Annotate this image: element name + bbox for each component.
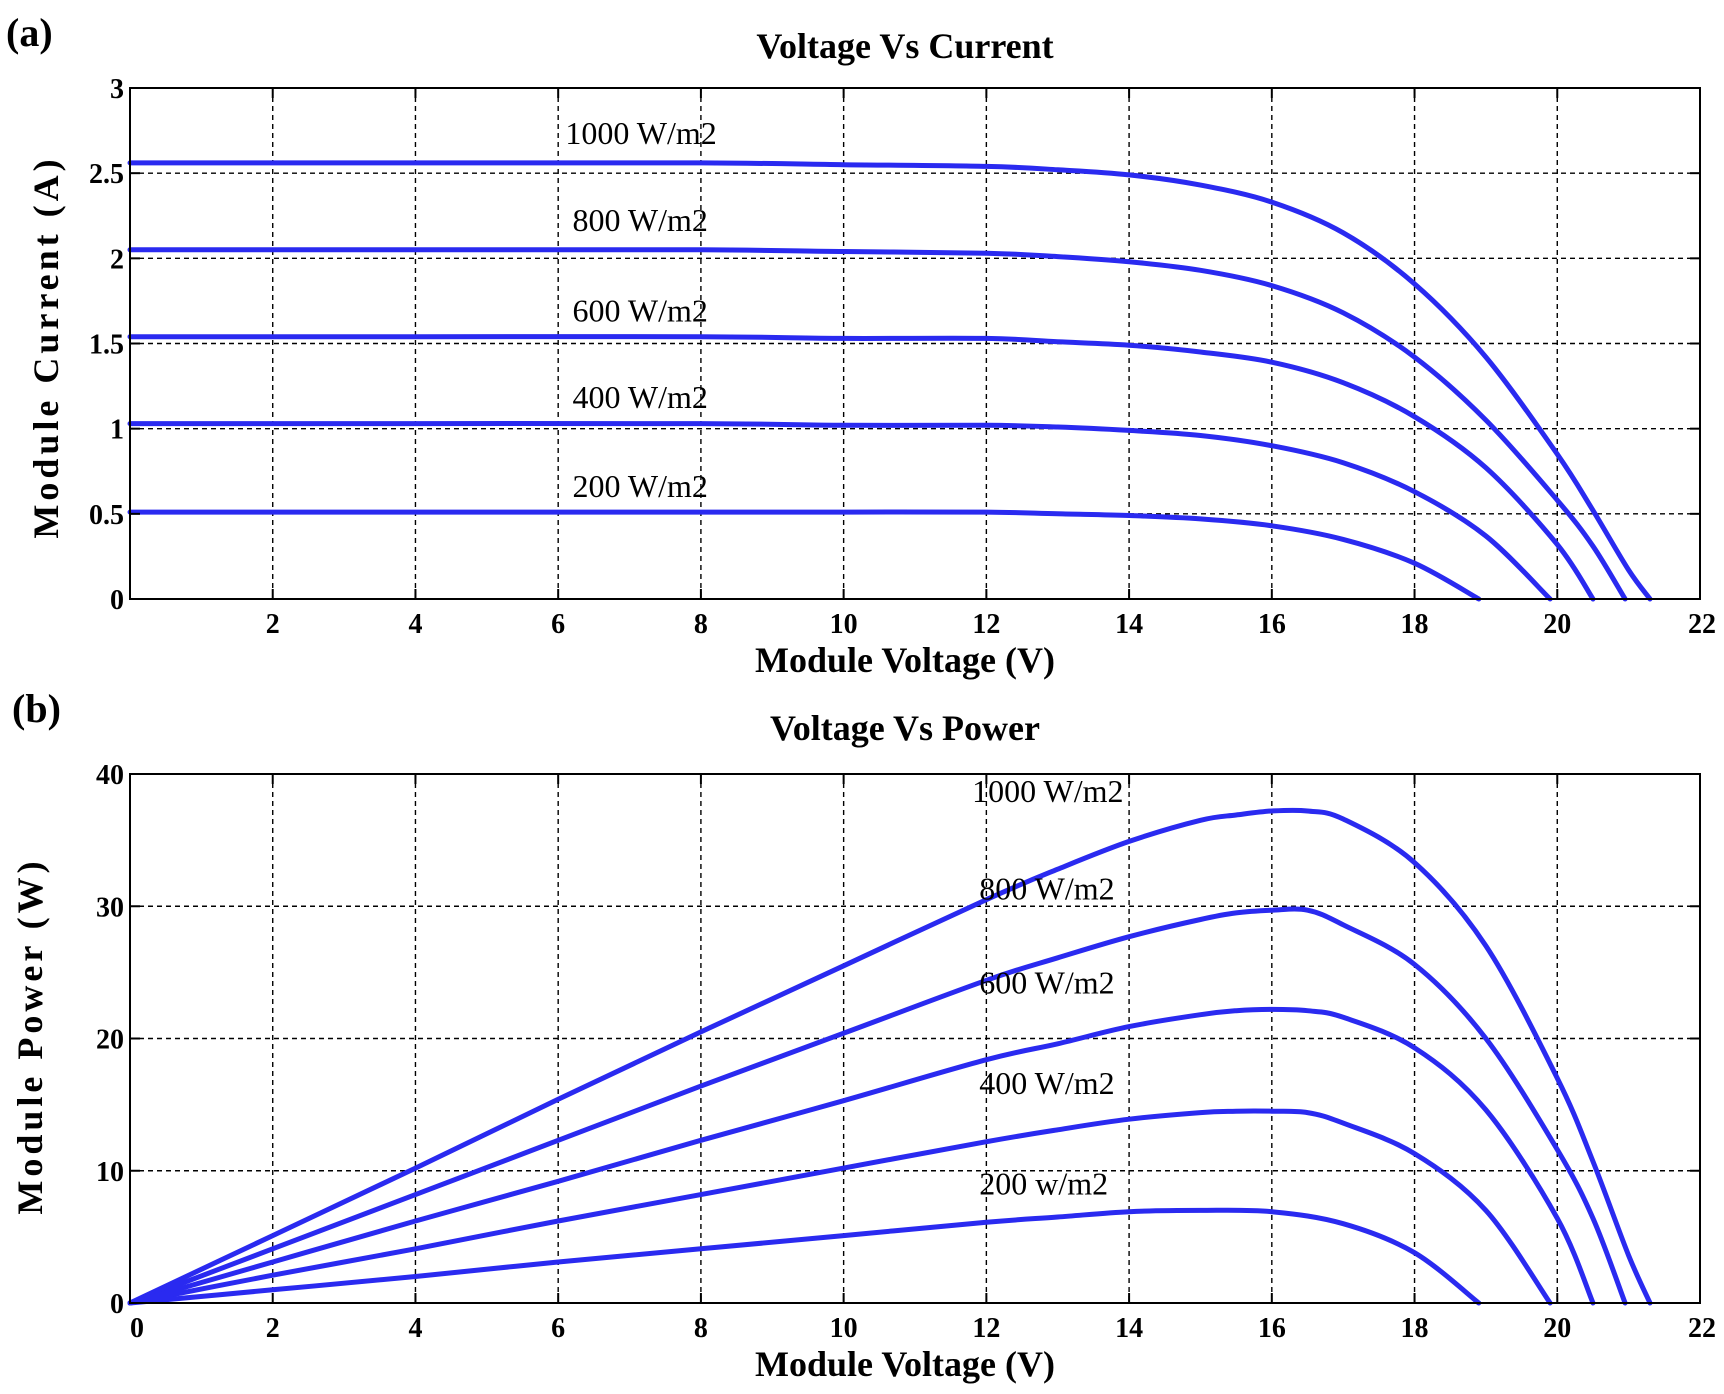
y-tick-label: 30 — [96, 892, 124, 923]
tick-marks — [130, 87, 1701, 600]
y-axis-label: Module Current (A) — [26, 155, 66, 538]
x-axis-label: Module Voltage (V) — [755, 1344, 1055, 1384]
series-label: 200 w/m2 — [979, 1166, 1108, 1202]
x-tick-label: 12 — [972, 1313, 1000, 1344]
y-tick-label: 3 — [110, 74, 124, 105]
series-label: 600 W/m2 — [979, 965, 1114, 1001]
y-tick-label: 40 — [96, 760, 124, 791]
y-tick-label: 2.5 — [89, 159, 124, 190]
chart-title: Voltage Vs Power — [770, 708, 1040, 748]
tick-marks — [129, 773, 1701, 1304]
x-tick-label: 12 — [972, 609, 1000, 640]
series-label: 800 W/m2 — [572, 202, 707, 238]
y-tick-labels: 0 0.5 1 1.5 2 2.5 3 — [89, 74, 124, 616]
x-tick-label: 2 — [266, 1313, 280, 1344]
chart-title: Voltage Vs Current — [756, 26, 1053, 66]
x-tick-label: 22 — [1688, 1313, 1716, 1344]
x-tick-label: 20 — [1543, 1313, 1571, 1344]
x-tick-label: 18 — [1401, 1313, 1429, 1344]
series-line — [127, 1006, 1596, 1306]
y-tick-label: 10 — [96, 1157, 124, 1188]
series-label: 800 W/m2 — [979, 871, 1114, 907]
panel-label: (b) — [12, 686, 61, 731]
series-label: 400 W/m2 — [572, 379, 707, 415]
series-line — [127, 420, 1553, 602]
y-tick-label: 1 — [110, 415, 124, 446]
x-axis-label: Module Voltage (V) — [755, 640, 1055, 680]
series-line — [127, 906, 1628, 1306]
y-tick-label: 20 — [96, 1025, 124, 1056]
series-labels: 1000 W/m2 800 W/m2 600 W/m2 400 W/m2 200 W/m… — [565, 115, 716, 504]
x-tick-label: 20 — [1543, 609, 1571, 640]
x-tick-label: 14 — [1115, 609, 1143, 640]
x-tick-labels: 0 2 4 6 8 10 12 14 16 18 20 22 — [130, 1313, 1716, 1344]
x-tick-labels: 2 4 6 8 10 12 14 16 18 20 22 — [266, 609, 1716, 640]
x-tick-label: 8 — [694, 609, 708, 640]
chart-voltage-vs-power: (b) Voltage Vs Power 0 2 4 6 8 10 12 14 16 18 20 22… — [10, 686, 1716, 1384]
x-tick-label: 16 — [1258, 1313, 1286, 1344]
series-label: 600 W/m2 — [572, 292, 707, 328]
series-line — [127, 334, 1596, 602]
y-tick-label: 0 — [110, 585, 124, 616]
series-line — [127, 807, 1653, 1306]
y-tick-label: 2 — [110, 244, 124, 275]
x-tick-label: 10 — [830, 1313, 858, 1344]
panel-label: (a) — [6, 10, 53, 55]
series-label: 200 W/m2 — [572, 468, 707, 504]
x-tick-label: 18 — [1401, 609, 1429, 640]
series-lines — [127, 807, 1653, 1306]
x-tick-label: 0 — [130, 1313, 144, 1344]
series-line — [127, 247, 1628, 602]
y-tick-label: 0.5 — [89, 500, 124, 531]
x-tick-label: 4 — [408, 1313, 422, 1344]
x-tick-label: 6 — [551, 609, 565, 640]
chart-voltage-vs-current: (a) Voltage Vs Current 2 4 6 8 10 12 14 16 18 20 2… — [6, 10, 1716, 680]
y-axis-label: Module Power (W) — [10, 857, 50, 1214]
y-tick-label: 1.5 — [89, 330, 124, 361]
x-tick-label: 2 — [266, 609, 280, 640]
x-tick-label: 6 — [551, 1313, 565, 1344]
series-line — [127, 509, 1482, 602]
series-line — [127, 160, 1653, 602]
x-tick-label: 22 — [1688, 609, 1716, 640]
series-labels: 1000 W/m2 800 W/m2 600 W/m2 400 W/m2 200 w/m… — [972, 773, 1123, 1202]
series-lines — [127, 160, 1653, 602]
x-tick-label: 10 — [830, 609, 858, 640]
x-tick-label: 14 — [1115, 1313, 1143, 1344]
x-tick-label: 8 — [694, 1313, 708, 1344]
x-tick-label: 16 — [1258, 609, 1286, 640]
y-tick-label: 0 — [110, 1289, 124, 1320]
series-line — [127, 1207, 1482, 1306]
y-tick-labels: 0 10 20 30 40 — [96, 760, 124, 1320]
series-line — [127, 1108, 1553, 1306]
series-label: 400 W/m2 — [979, 1065, 1114, 1101]
x-tick-label: 4 — [408, 609, 422, 640]
series-label: 1000 W/m2 — [972, 773, 1123, 809]
grid — [130, 774, 1700, 1303]
series-label: 1000 W/m2 — [565, 115, 716, 151]
